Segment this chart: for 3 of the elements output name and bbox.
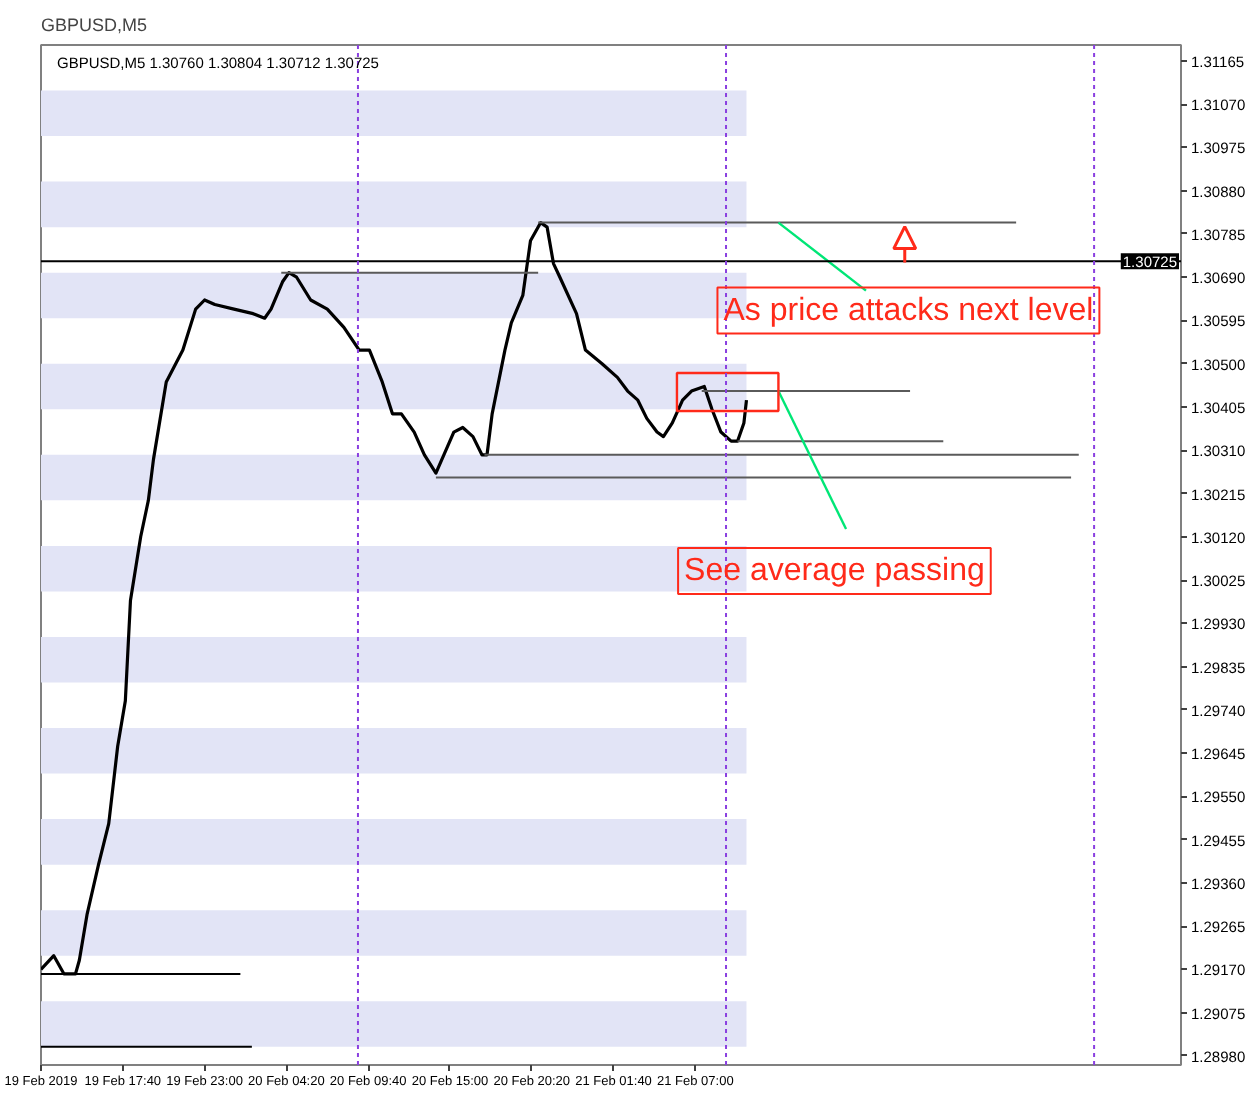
annotation: See average passing [684,554,985,589]
chart-title: GBPUSD,M5 [41,15,148,35]
annotation: As price attacks next level [723,293,1094,328]
